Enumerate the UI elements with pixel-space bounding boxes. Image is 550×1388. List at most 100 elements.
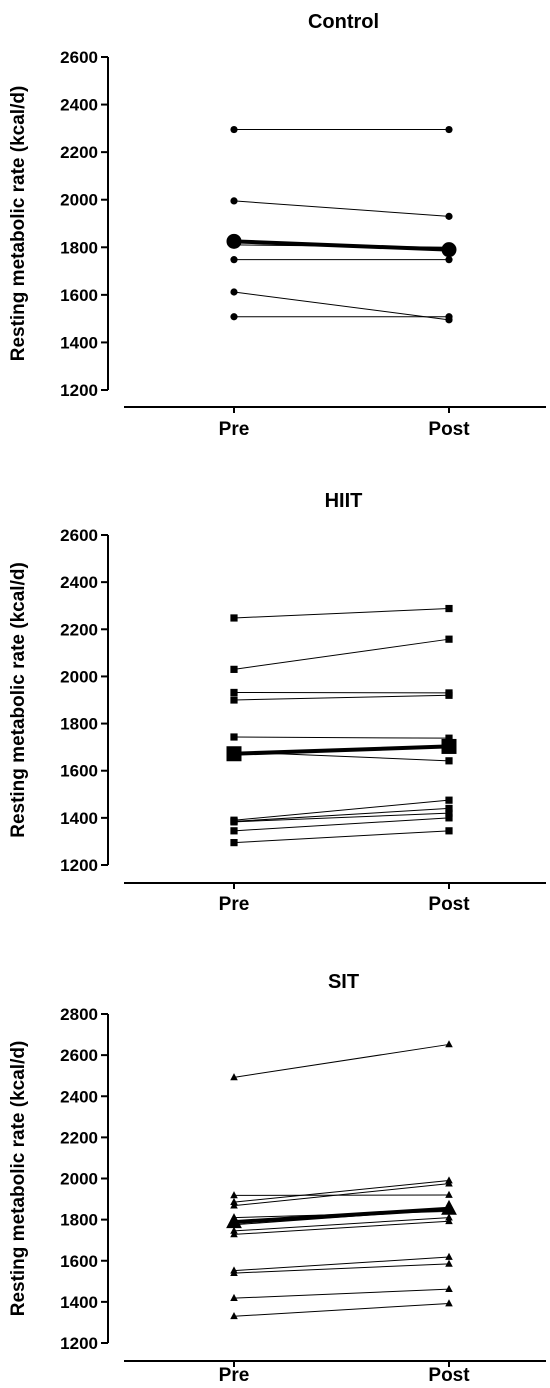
individual-point — [445, 1284, 453, 1292]
y-tick-label: 1600 — [60, 1252, 98, 1271]
individual-line — [233, 1263, 450, 1274]
individual-point — [230, 125, 238, 134]
mean-line — [233, 744, 450, 756]
individual-point — [445, 757, 453, 765]
individual-point — [230, 1230, 238, 1238]
individual-point — [230, 614, 238, 622]
individual-point — [445, 734, 453, 742]
individual-point — [230, 313, 238, 321]
individual-point — [230, 288, 238, 296]
individual-point — [445, 1040, 453, 1048]
mean-point — [441, 1199, 457, 1215]
y-tick-label: 1600 — [60, 286, 98, 305]
individual-line — [233, 1217, 450, 1232]
y-tick-label: 1800 — [60, 238, 98, 257]
y-tick-label: 1600 — [60, 762, 98, 781]
x-category-label: Pre — [219, 1365, 250, 1386]
mean-line — [233, 1206, 450, 1225]
y-tick-label: 2600 — [60, 1046, 98, 1065]
individual-line — [233, 1288, 450, 1299]
individual-point — [230, 665, 238, 673]
individual-point — [445, 814, 453, 822]
individual-point — [230, 256, 238, 264]
x-category-label: Post — [428, 419, 470, 440]
y-tick-label: 1200 — [60, 856, 98, 875]
individual-point — [445, 1259, 453, 1267]
y-tick-label: 1800 — [60, 715, 98, 734]
y-axis-label: Resting metabolic rate (kcal/d) — [8, 1041, 29, 1317]
x-category-label: Pre — [219, 894, 250, 915]
individual-point — [445, 1217, 453, 1225]
individual-point — [445, 1190, 453, 1198]
individual-point — [445, 604, 453, 613]
individual-line — [233, 1043, 450, 1078]
y-tick-label: 2600 — [60, 526, 98, 545]
individual-point — [230, 696, 238, 704]
mean-point — [226, 1213, 242, 1229]
mean-point — [441, 242, 457, 258]
y-tick-label: 2000 — [60, 191, 98, 210]
individual-point — [230, 1073, 238, 1081]
individual-point — [230, 1268, 238, 1276]
individual-line — [233, 1220, 450, 1235]
individual-line — [233, 291, 450, 321]
individual-point — [445, 256, 453, 264]
chart-panel-hiit: HIIT 1200 1400 1600 1800 2000 2200 2400 2600 Rest… — [8, 490, 546, 915]
individual-point — [445, 804, 453, 813]
individual-point — [230, 688, 238, 697]
individual-point — [230, 1312, 238, 1320]
individual-line — [233, 807, 450, 822]
chart-panel-sit: SIT 1200 1400 1600 1800 2000 2200 2400 2600 2800 R… — [8, 971, 546, 1386]
individual-point — [445, 1179, 453, 1187]
y-tick-label: 1200 — [60, 381, 98, 400]
individual-point — [445, 212, 453, 220]
individual-line — [233, 736, 450, 739]
y-tick-label: 2200 — [60, 1128, 98, 1147]
individual-point — [445, 827, 453, 835]
mean-line — [233, 239, 450, 252]
y-tick-label: 2200 — [60, 143, 98, 162]
individual-line — [233, 200, 450, 217]
individual-point — [230, 1201, 238, 1209]
individual-point — [445, 809, 453, 817]
individual-point — [230, 733, 238, 741]
individual-point — [230, 827, 238, 835]
mean-point — [441, 738, 457, 754]
y-tick-label: 1800 — [60, 1211, 98, 1230]
y-tick-label: 1200 — [60, 1334, 98, 1353]
y-tick-label: 1400 — [60, 809, 98, 828]
x-category-label: Pre — [219, 419, 250, 440]
y-tick-label: 2800 — [60, 1005, 98, 1024]
x-category-label: Post — [428, 1365, 470, 1386]
y-tick-label: 2400 — [60, 96, 98, 115]
individual-line — [233, 812, 450, 823]
individual-point — [230, 197, 238, 205]
y-tick-label: 1400 — [60, 333, 98, 352]
chart-panel-control: Control 1200 1400 1600 1800 2000 2200 2400 2600 R… — [8, 11, 546, 440]
y-tick-label: 2600 — [60, 48, 98, 67]
mean-point — [226, 233, 242, 249]
individual-line — [233, 638, 450, 670]
chart-title: HIIT — [325, 490, 363, 512]
individual-line — [233, 817, 450, 832]
individual-line — [233, 694, 450, 701]
individual-line — [233, 608, 450, 619]
individual-point — [445, 1252, 453, 1260]
individual-point — [230, 839, 238, 847]
y-tick-label: 2400 — [60, 573, 98, 592]
individual-line — [233, 830, 450, 844]
y-tick-label: 2400 — [60, 1087, 98, 1106]
y-axis-label: Resting metabolic rate (kcal/d) — [8, 562, 29, 838]
individual-line — [233, 799, 450, 821]
y-axis-label: Resting metabolic rate (kcal/d) — [8, 86, 29, 362]
chart-title: Control — [308, 11, 379, 33]
individual-point — [445, 1213, 453, 1221]
individual-point — [445, 313, 453, 321]
individual-line — [233, 1180, 450, 1203]
y-tick-label: 2000 — [60, 1170, 98, 1189]
x-category-label: Post — [428, 894, 470, 915]
individual-point — [230, 818, 238, 826]
y-tick-label: 2000 — [60, 667, 98, 686]
individual-line — [233, 1183, 450, 1207]
